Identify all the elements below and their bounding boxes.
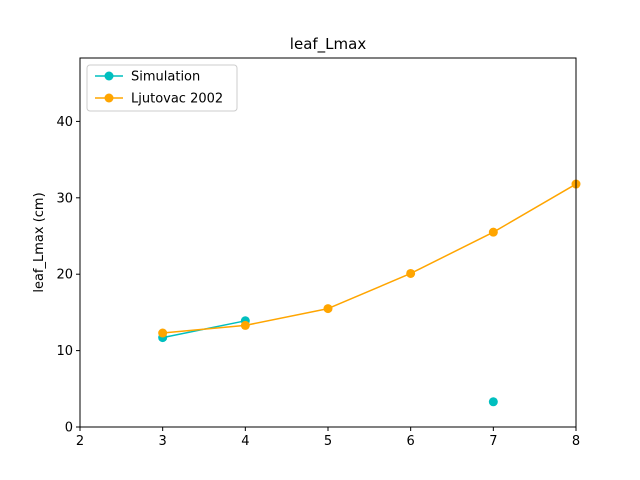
x-tick-label: 6 bbox=[407, 434, 415, 449]
plot-frame bbox=[79, 57, 577, 428]
y-tick-label: 20 bbox=[56, 268, 73, 283]
data-point bbox=[406, 268, 416, 278]
data-point bbox=[488, 227, 498, 237]
legend-box bbox=[86, 64, 238, 112]
x-tick-label: 7 bbox=[489, 434, 497, 449]
legend-marker bbox=[104, 93, 114, 103]
series-ljutovac-2002 bbox=[158, 179, 581, 338]
axis-ticks: 2 3 4 5 6 7 8 0 10 20 30 40 bbox=[56, 115, 580, 449]
data-point bbox=[158, 328, 168, 338]
series-line bbox=[162, 183, 577, 334]
series-layer bbox=[158, 179, 581, 407]
x-tick-label: 2 bbox=[76, 434, 84, 449]
data-point bbox=[323, 304, 333, 314]
data-point bbox=[488, 397, 498, 407]
legend-label: Simulation bbox=[131, 70, 200, 85]
legend-items: Simulation Ljutovac 2002 bbox=[95, 70, 223, 107]
legend-label: Ljutovac 2002 bbox=[131, 92, 223, 107]
y-tick-label: 30 bbox=[56, 191, 73, 206]
legend: Simulation Ljutovac 2002 bbox=[86, 64, 238, 112]
x-tick-label: 8 bbox=[572, 434, 580, 449]
chart-title: leaf_Lmax bbox=[290, 35, 367, 54]
y-tick-label: 0 bbox=[65, 421, 73, 436]
y-tick-label: 40 bbox=[56, 115, 73, 130]
x-tick-label: 5 bbox=[324, 434, 332, 449]
x-tick-label: 4 bbox=[241, 434, 249, 449]
legend-marker bbox=[104, 71, 114, 81]
y-axis-label: leaf_Lmax (cm) bbox=[32, 192, 47, 292]
data-point bbox=[240, 320, 250, 330]
y-tick-label: 10 bbox=[56, 344, 73, 359]
x-tick-label: 3 bbox=[159, 434, 167, 449]
